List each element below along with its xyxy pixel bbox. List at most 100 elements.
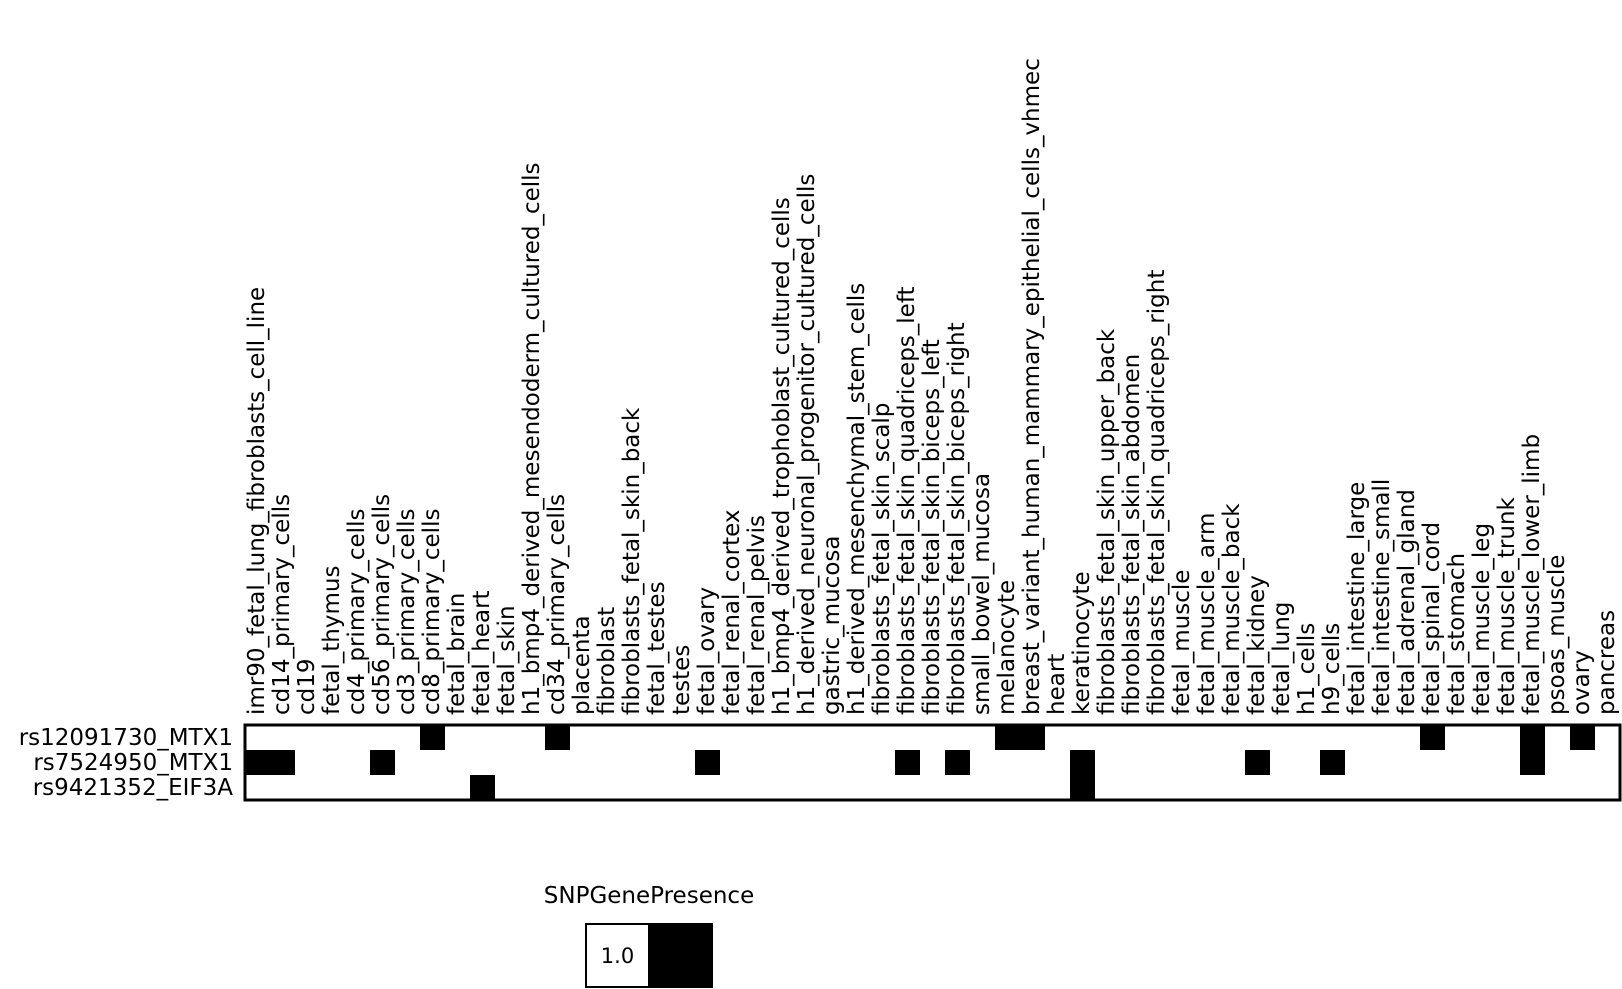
- column-label: fibroblasts_fetal_skin_biceps_right: [944, 322, 970, 715]
- column-label: cd8_primary_cells: [419, 509, 445, 715]
- heatmap-cell: [545, 775, 570, 800]
- heatmap-cell: [245, 725, 270, 750]
- column-label: h1_bmp4_derived_trophoblast_cultured_cel…: [769, 197, 795, 715]
- column-label: h1_derived_mesenchymal_stem_cells: [844, 283, 870, 715]
- heatmap-cell: [670, 725, 695, 750]
- heatmap-cell: [1020, 725, 1045, 750]
- heatmap-cell: [1170, 775, 1195, 800]
- heatmap-cell: [1195, 775, 1220, 800]
- heatmap-cell: [920, 725, 945, 750]
- column-label: placenta: [569, 615, 595, 715]
- heatmap-cell: [1545, 775, 1570, 800]
- heatmap-cell: [1220, 775, 1245, 800]
- heatmap-cell: [645, 725, 670, 750]
- heatmap-cell: [295, 725, 320, 750]
- column-label: breast_variant_human_mammary_epithelial_…: [1019, 58, 1045, 715]
- heatmap-cell: [895, 725, 920, 750]
- heatmap-cell: [620, 775, 645, 800]
- heatmap-cell: [1020, 775, 1045, 800]
- heatmap-cell: [1495, 725, 1520, 750]
- heatmap-cell: [1270, 725, 1295, 750]
- heatmap-cell: [1195, 725, 1220, 750]
- heatmap-cell: [745, 750, 770, 775]
- column-label: fetal_muscle_back: [1219, 503, 1245, 715]
- heatmap-cell: [270, 750, 295, 775]
- heatmap-cell: [420, 725, 445, 750]
- heatmap-cell: [695, 750, 720, 775]
- heatmap-cell: [870, 775, 895, 800]
- heatmap-cell: [1145, 750, 1170, 775]
- heatmap-cell: [370, 775, 395, 800]
- heatmap-cell: [445, 725, 470, 750]
- heatmap-cell: [1320, 750, 1345, 775]
- heatmap-cell: [1070, 775, 1095, 800]
- heatmap-cell: [1570, 725, 1595, 750]
- heatmap-cell: [945, 750, 970, 775]
- heatmap-cell: [770, 725, 795, 750]
- heatmap-cell: [245, 750, 270, 775]
- heatmap-cell: [1145, 775, 1170, 800]
- heatmap-cell: [1595, 775, 1620, 800]
- heatmap-cell: [1370, 750, 1395, 775]
- heatmap-cell: [1520, 725, 1545, 750]
- heatmap-cell: [1045, 725, 1070, 750]
- heatmap-cell: [470, 750, 495, 775]
- heatmap-cell: [1245, 750, 1270, 775]
- heatmap-cell: [570, 750, 595, 775]
- heatmap-cells: [245, 725, 1620, 800]
- heatmap-cell: [1345, 725, 1370, 750]
- column-label: fibroblasts_fetal_skin_quadriceps_left: [894, 286, 920, 715]
- heatmap-cell: [1545, 725, 1570, 750]
- column-label: keratinocyte: [1069, 571, 1095, 715]
- heatmap-cell: [370, 750, 395, 775]
- column-label: fetal_renal_pelvis: [744, 515, 770, 715]
- heatmap-cell: [1145, 725, 1170, 750]
- heatmap-cell: [1570, 775, 1595, 800]
- legend-swatch-2: [648, 923, 713, 988]
- heatmap-cell: [970, 750, 995, 775]
- heatmap-cell: [320, 775, 345, 800]
- heatmap-cell: [320, 725, 345, 750]
- heatmap-cell: [1595, 750, 1620, 775]
- heatmap-cell: [1470, 750, 1495, 775]
- column-label: h1_derived_neuronal_progenitor_cultured_…: [794, 174, 820, 715]
- heatmap-cell: [1470, 775, 1495, 800]
- column-label: heart: [1044, 654, 1070, 715]
- heatmap-cell: [1270, 775, 1295, 800]
- heatmap-cell: [745, 725, 770, 750]
- column-label: fetal_heart: [469, 590, 495, 715]
- column-label: small_bowel_mucosa: [969, 473, 995, 715]
- column-label: ovary: [1569, 650, 1595, 715]
- heatmap-cell: [345, 750, 370, 775]
- heatmap-cell: [345, 725, 370, 750]
- heatmap-cell: [1295, 750, 1320, 775]
- heatmap-cell: [845, 750, 870, 775]
- heatmap-cell: [395, 725, 420, 750]
- legend: SNPGenePresence 1.0 2.0: [544, 883, 754, 988]
- column-label: cd3_primary_cells: [394, 509, 420, 715]
- heatmap-cell: [1370, 725, 1395, 750]
- heatmap-cell: [1120, 775, 1145, 800]
- heatmap-cell: [645, 775, 670, 800]
- row-labels: rs12091730_MTX1rs7524950_MTX1rs9421352_E…: [19, 725, 234, 801]
- heatmap-cell: [445, 775, 470, 800]
- heatmap-cell: [720, 775, 745, 800]
- column-label: fibroblast: [594, 607, 620, 715]
- column-label: fetal_muscle_arm: [1194, 513, 1220, 715]
- column-label: fetal_intestine_large: [1344, 482, 1370, 715]
- heatmap-cell: [520, 750, 545, 775]
- column-label: cd34_primary_cells: [544, 494, 570, 715]
- heatmap-cell: [1195, 750, 1220, 775]
- column-label: fetal_thymus: [319, 566, 345, 715]
- heatmap-cell: [495, 725, 520, 750]
- heatmap-cell: [820, 725, 845, 750]
- column-label: fetal_muscle_lower_limb: [1519, 434, 1545, 715]
- column-label: pancreas: [1594, 610, 1620, 715]
- column-label: imr90_fetal_lung_fibroblasts_cell_line: [244, 287, 270, 715]
- row-label: rs12091730_MTX1: [19, 725, 233, 751]
- heatmap-cell: [1495, 775, 1520, 800]
- legend-label-1: 1.0: [601, 944, 634, 968]
- heatmap-cell: [1045, 775, 1070, 800]
- legend-title: SNPGenePresence: [544, 883, 754, 909]
